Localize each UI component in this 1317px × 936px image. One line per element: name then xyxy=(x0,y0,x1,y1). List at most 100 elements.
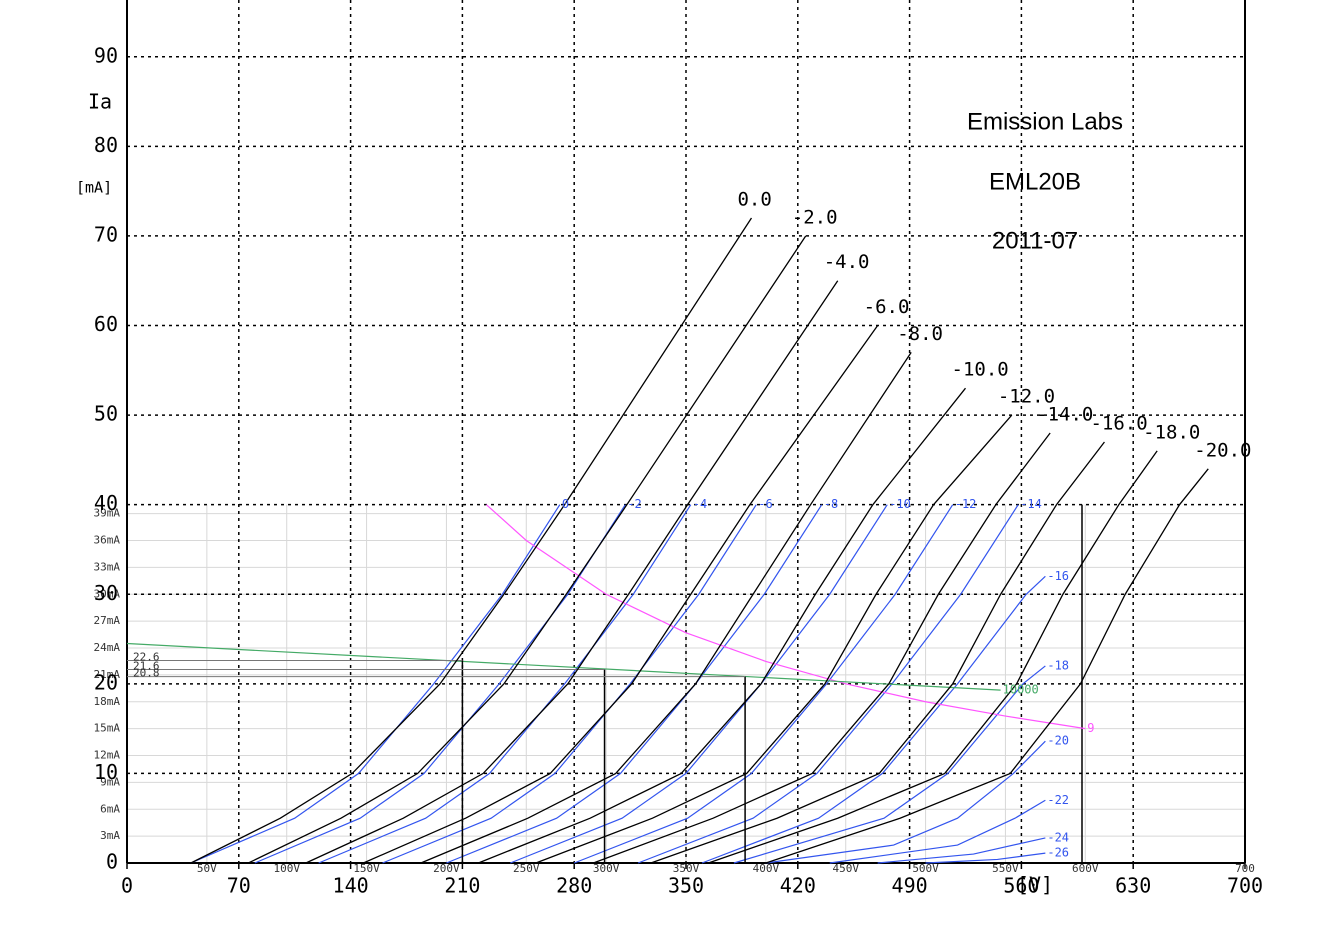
curve-label: -16.0 xyxy=(1090,412,1147,434)
inset-x-tick-label: 250V xyxy=(513,862,540,875)
curve-label: -18.0 xyxy=(1143,421,1200,443)
y-tick-label: 60 xyxy=(94,312,118,336)
x-tick-label: 70 xyxy=(227,874,251,898)
inset-y-tick-label: 27mA xyxy=(94,614,121,627)
plate-curve xyxy=(650,441,1105,864)
curve-label: -4.0 xyxy=(824,251,870,273)
inset-x-tick-label: 50V xyxy=(197,862,217,875)
plate-curve xyxy=(593,432,1051,864)
inset-y-tick-label: 24mA xyxy=(94,641,121,654)
inset-curve-label: -4 xyxy=(693,497,707,511)
curve-label: -2.0 xyxy=(792,206,838,228)
curve-label: -20.0 xyxy=(1194,439,1251,461)
operating-point-label: 22.6 xyxy=(133,651,160,664)
y-tick-label: 40 xyxy=(94,491,118,515)
inset-x-tick-label: 550V xyxy=(992,862,1019,875)
inset-curve xyxy=(925,852,1046,864)
inset-y-tick-label: 12mA xyxy=(94,749,121,762)
inset-x-tick-label: 450V xyxy=(832,862,859,875)
curve-label: -6.0 xyxy=(864,296,910,318)
y-tick-label: 90 xyxy=(94,43,118,67)
inset-curve-label: -12 xyxy=(955,497,977,511)
inset-curve-label: -6 xyxy=(758,497,772,511)
operating-point-label: 20.8 xyxy=(133,667,160,680)
inset-x-tick-label: 700 xyxy=(1235,862,1255,875)
inset-x-tick-label: 300V xyxy=(593,862,620,875)
plate-curve xyxy=(708,450,1158,864)
inset-y-tick-label: 30mA xyxy=(94,587,121,600)
y-tick-label: 50 xyxy=(94,402,118,426)
y-tick-label: 0 xyxy=(106,850,118,874)
x-tick-label: 560 xyxy=(1003,874,1039,898)
inset-curve xyxy=(733,665,1046,864)
y-tick-label: 30 xyxy=(94,581,118,605)
inset-curve xyxy=(877,837,1046,864)
y-tick-label: 20 xyxy=(94,670,118,694)
x-tick-label: 0 xyxy=(121,874,133,898)
curve-label: -10.0 xyxy=(952,359,1009,381)
plate-curve xyxy=(478,387,967,864)
plate-curve xyxy=(248,235,807,864)
y-axis-label: Ia xyxy=(88,90,112,114)
plate-curve xyxy=(765,468,1209,864)
x-tick-label: 350 xyxy=(668,874,704,898)
inset-x-tick-label: 350V xyxy=(673,862,700,875)
inset-y-tick-label: 39mA xyxy=(94,507,121,520)
inset-y-tick-label: 6mA xyxy=(100,802,120,815)
inset-curve xyxy=(485,504,1086,730)
inset-curve-label: -26 xyxy=(1047,846,1069,860)
inset-curve xyxy=(446,504,823,864)
inset-curve-label: -16 xyxy=(1047,569,1069,583)
inset-curve xyxy=(765,740,1046,864)
inset-y-tick-label: 18mA xyxy=(94,695,121,708)
inset-curve-label: 9 xyxy=(1087,721,1094,735)
x-tick-label: 490 xyxy=(892,874,928,898)
inset-curve-label: 10000 xyxy=(1003,683,1039,697)
operating-point-label: 21.6 xyxy=(133,660,160,673)
inset-x-tick-label: 600V xyxy=(1072,862,1099,875)
chart-title: Emission Labs xyxy=(967,108,1123,135)
inset-x-tick-label: 400V xyxy=(753,862,780,875)
inset-curve xyxy=(510,504,888,864)
inset-curve-label: -2 xyxy=(627,497,641,511)
y-tick-label: 10 xyxy=(94,760,118,784)
inset-y-tick-label: 36mA xyxy=(94,534,121,547)
chart-date: 2011-07 xyxy=(992,227,1078,254)
x-tick-label: 630 xyxy=(1115,874,1151,898)
plate-curve xyxy=(190,217,753,864)
y-tick-label: 70 xyxy=(94,222,118,246)
inset-curve xyxy=(701,575,1046,864)
chart-subtitle: EML20B xyxy=(989,168,1081,195)
curve-label: -14.0 xyxy=(1036,404,1093,426)
inset-curve-label: -8 xyxy=(824,497,838,511)
y-tick-label: 80 xyxy=(94,133,118,157)
inset-y-tick-label: 33mA xyxy=(94,560,121,573)
inset-curve xyxy=(573,504,954,864)
inset-y-tick-label: 9mA xyxy=(100,775,120,788)
inset-curve-label: -10 xyxy=(889,497,911,511)
inset-curve xyxy=(318,504,692,864)
inset-y-tick-label: 3mA xyxy=(100,829,120,842)
x-tick-label: 420 xyxy=(780,874,816,898)
plate-curve xyxy=(420,352,912,864)
inset-curve-label: -14 xyxy=(1020,497,1042,511)
inset-x-tick-label: 200V xyxy=(433,862,460,875)
inset-curve xyxy=(637,504,1019,864)
curve-label: -12.0 xyxy=(998,386,1055,408)
x-tick-label: 210 xyxy=(444,874,480,898)
plate-curve xyxy=(363,325,879,864)
inset-y-tick-label: 15mA xyxy=(94,722,121,735)
inset-curve xyxy=(382,504,757,864)
y-axis-unit: [mA] xyxy=(76,179,112,197)
inset-curve-label: -20 xyxy=(1047,734,1069,748)
inset-curve-label: -18 xyxy=(1047,658,1069,672)
inset-x-tick-label: 500V xyxy=(912,862,939,875)
inset-curve-label: -22 xyxy=(1047,793,1069,807)
curve-label: 0.0 xyxy=(737,189,771,211)
x-tick-label: 280 xyxy=(556,874,592,898)
x-axis-unit: [V] xyxy=(1017,873,1053,897)
plate-curve xyxy=(535,414,1013,864)
inset-x-tick-label: 150V xyxy=(353,862,380,875)
curve-label: -8.0 xyxy=(897,323,943,345)
